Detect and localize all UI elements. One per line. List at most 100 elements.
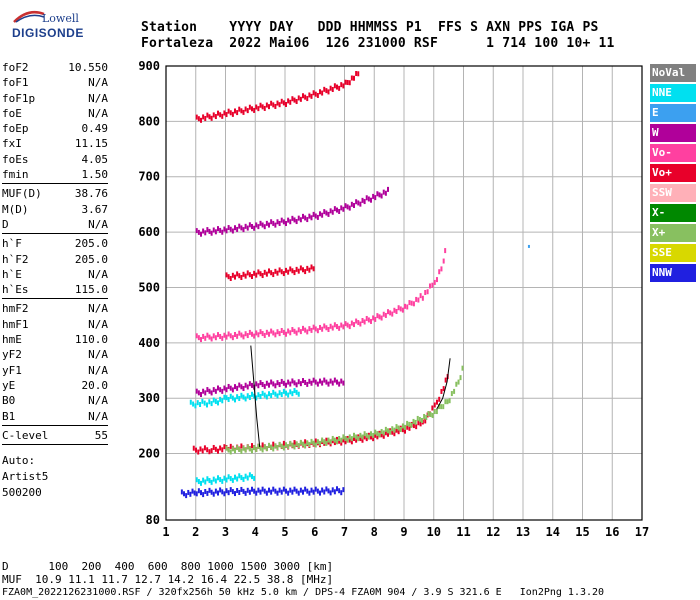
echo-mark	[304, 443, 307, 449]
echo-mark	[372, 436, 375, 442]
echo-mark	[319, 440, 321, 446]
echo-mark	[244, 382, 247, 388]
echo-mark	[276, 380, 279, 386]
echo-mark	[302, 378, 304, 384]
echo-mark	[265, 102, 268, 108]
echo-mark	[272, 446, 275, 452]
echo-mark	[221, 398, 224, 404]
echo-mark	[299, 265, 302, 271]
param-label: MUF(D)	[2, 187, 42, 201]
echo-mark	[336, 84, 338, 90]
echo-mark	[251, 443, 253, 449]
echo-mark	[297, 490, 300, 496]
echo-mark	[372, 315, 375, 321]
echo-mark	[236, 385, 239, 391]
echo-mark	[285, 488, 287, 494]
echo-mark	[219, 112, 222, 118]
echo-mark	[221, 489, 224, 495]
echo-mark	[244, 331, 247, 337]
echo-mark	[272, 389, 275, 395]
echo-mark	[329, 490, 332, 496]
param-value: N/A	[88, 363, 108, 377]
echo-mark	[353, 322, 355, 328]
echo-mark	[268, 391, 270, 397]
echo-mark	[415, 296, 418, 302]
param-value: N/A	[88, 302, 108, 316]
echo-mark	[446, 399, 449, 405]
echo-mark	[227, 108, 230, 114]
echo-mark	[323, 377, 326, 383]
echo-mark	[282, 445, 285, 451]
echo-mark	[272, 486, 275, 492]
echo-mark	[401, 427, 404, 433]
legend-item: NNE	[650, 84, 696, 102]
trace-line	[436, 358, 451, 410]
echo-mark	[195, 228, 198, 234]
echo-mark	[348, 434, 351, 440]
echo-mark	[327, 437, 330, 443]
echo-mark	[246, 475, 249, 481]
echo-mark	[231, 489, 234, 495]
echo-mark	[408, 300, 411, 306]
echo-mark	[246, 384, 249, 390]
param-label: B0	[2, 394, 16, 408]
echo-mark	[257, 443, 260, 449]
echo-mark	[314, 213, 317, 219]
echo-mark	[263, 332, 266, 338]
echo-mark	[297, 443, 300, 449]
echo-mark	[219, 477, 222, 483]
echo-mark	[289, 99, 292, 105]
echo-mark	[319, 211, 321, 217]
param-row: D N/A	[2, 217, 108, 232]
echo-mark	[361, 317, 364, 323]
param-value: 4.05	[81, 152, 109, 166]
echo-mark	[263, 269, 266, 275]
echo-mark	[197, 116, 200, 122]
echo-mark	[280, 98, 283, 104]
echo-mark	[270, 379, 273, 385]
param-value: N/A	[88, 217, 108, 231]
echo-mark	[329, 439, 332, 445]
echo-mark	[238, 396, 241, 402]
echo-mark	[229, 487, 232, 493]
echo-mark	[461, 365, 464, 371]
echo-mark	[229, 275, 232, 281]
echo-mark	[238, 446, 241, 452]
echo-mark	[342, 437, 345, 443]
y-tick-label: 400	[138, 336, 160, 350]
echo-mark	[435, 277, 438, 283]
echo-mark	[244, 106, 247, 112]
echo-mark	[393, 427, 396, 433]
echo-mark	[285, 442, 287, 448]
divider	[2, 183, 108, 185]
echo-mark	[268, 442, 270, 448]
echo-mark	[527, 244, 530, 248]
param-value: 205.0	[74, 252, 108, 266]
echo-mark	[344, 439, 347, 445]
echo-mark	[365, 432, 368, 438]
echo-mark	[312, 377, 315, 383]
echo-mark	[333, 437, 336, 443]
echo-mark	[391, 429, 394, 435]
echo-mark	[310, 327, 313, 333]
echo-mark	[316, 92, 319, 98]
echo-mark	[310, 438, 313, 444]
echo-mark	[321, 380, 324, 386]
legend-item: NoVal	[650, 64, 696, 82]
echo-mark	[372, 432, 375, 438]
y-tick-label: 700	[138, 170, 160, 184]
echo-mark	[236, 476, 239, 482]
echo-mark	[280, 327, 283, 333]
echo-mark	[261, 447, 264, 453]
echo-mark	[457, 379, 460, 385]
x-tick-label: 7	[341, 525, 348, 539]
x-tick-label: 2	[192, 525, 199, 539]
echo-mark	[331, 435, 334, 441]
echo-mark	[406, 424, 409, 430]
echo-mark	[229, 476, 232, 482]
echo-mark	[214, 446, 217, 452]
echo-mark	[293, 486, 296, 492]
echo-mark	[206, 112, 209, 118]
echo-mark	[197, 479, 200, 485]
y-tick-label: 300	[138, 391, 160, 405]
